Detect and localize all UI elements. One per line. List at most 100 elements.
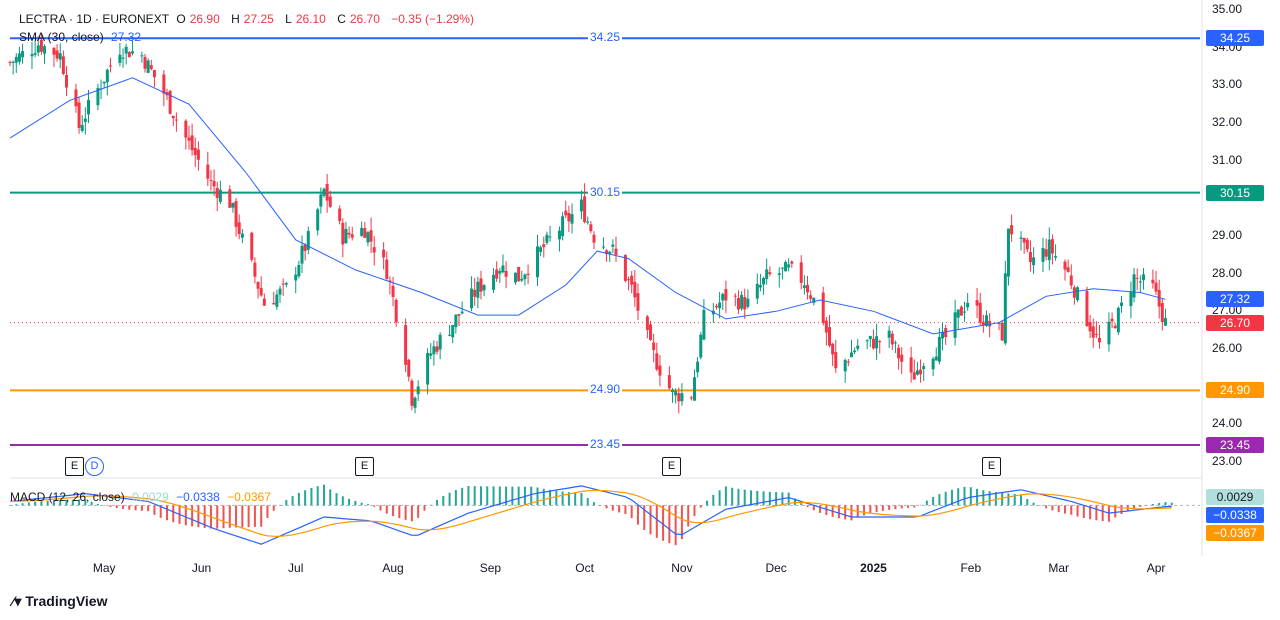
macd-histogram-bar	[461, 487, 464, 506]
macd-histogram-bar	[260, 505, 263, 527]
candle-body	[878, 341, 882, 343]
candle-body	[557, 230, 561, 240]
change-label: −0.35 (−1.29%)	[391, 12, 474, 26]
macd-histogram-bar	[1170, 502, 1173, 506]
candle-body	[174, 119, 178, 121]
candle-body	[240, 233, 244, 238]
macd-line	[9, 485, 1172, 545]
candle-body	[856, 345, 860, 349]
candle-body	[692, 377, 696, 401]
macd-histogram-bar	[1045, 505, 1048, 509]
candle-body	[300, 245, 304, 264]
macd-histogram-bar	[322, 484, 325, 506]
candle-body	[514, 272, 518, 283]
candle-body	[140, 55, 144, 57]
candle-body	[184, 120, 188, 138]
candle-body	[762, 277, 766, 285]
time-tick-label: Aug	[382, 561, 404, 575]
macd-histogram-bar	[561, 491, 564, 506]
macd-histogram-bar	[122, 505, 125, 509]
macd-histogram-bar	[812, 505, 815, 511]
macd-histogram-bar	[247, 505, 250, 528]
candle-body	[799, 262, 803, 283]
macd-histogram-bar	[574, 492, 577, 506]
candle-body	[542, 244, 546, 248]
candle-body	[627, 279, 631, 281]
candle-body	[1069, 275, 1073, 286]
macd-histogram-bar	[982, 490, 985, 506]
earnings-event-icon[interactable]: E	[982, 457, 1001, 476]
candle-body	[768, 272, 772, 275]
candle-body	[17, 53, 21, 62]
macd-histogram-bar	[768, 491, 771, 506]
candle-body	[124, 46, 128, 54]
macd-histogram-bar	[417, 505, 420, 518]
macd-histogram-bar	[134, 505, 137, 511]
candle-body	[253, 262, 257, 277]
macd-histogram-bar	[1158, 502, 1161, 506]
candle-body	[162, 74, 166, 94]
candle-body	[868, 335, 872, 340]
candle-body	[535, 246, 539, 278]
macd-histogram-bar	[448, 492, 451, 506]
macd-histogram-bar	[969, 487, 972, 506]
macd-histogram-bar	[473, 486, 476, 506]
candle-body	[623, 255, 627, 281]
macd-histogram-bar	[963, 486, 966, 506]
candle-body	[338, 208, 342, 222]
macd-histogram-bar	[636, 505, 639, 525]
candle-body	[900, 354, 904, 362]
candle-body	[504, 271, 508, 277]
price-tick-label: 23.00	[1212, 454, 1243, 468]
candle-body	[391, 285, 395, 297]
macd-histogram-bar	[743, 489, 746, 506]
earnings-event-icon[interactable]: E	[65, 457, 84, 476]
candle-body	[52, 47, 56, 55]
macd-histogram-bar	[881, 505, 884, 511]
candle-body	[520, 278, 524, 281]
macd-histogram-bar	[191, 505, 194, 527]
candle-body	[1113, 325, 1117, 329]
candle-body	[344, 229, 348, 244]
macd-histogram-bar	[341, 496, 344, 506]
price-tick-label: 26.00	[1212, 341, 1243, 355]
candle-body	[887, 330, 891, 338]
candle-body	[567, 213, 571, 222]
macd-histogram-bar	[492, 486, 495, 506]
candle-body	[611, 244, 615, 247]
macd-histogram-bar	[1101, 505, 1104, 522]
candle-body	[834, 351, 838, 369]
level-price-label: 23.45	[1206, 437, 1264, 454]
earnings-event-icon[interactable]: E	[355, 457, 374, 476]
candle-body	[1091, 326, 1095, 338]
candle-body	[58, 53, 62, 60]
macd-histogram-bar	[706, 500, 709, 506]
macd-histogram-bar	[567, 492, 570, 506]
candle-body	[806, 284, 810, 293]
macd-histogram-bar	[762, 491, 765, 506]
macd-histogram-bar	[806, 505, 809, 508]
candle-body	[495, 269, 499, 279]
candle-body	[1163, 318, 1167, 326]
candle-body	[658, 365, 662, 376]
candle-body	[143, 56, 147, 69]
macd-histogram-bar	[932, 497, 935, 506]
candle-body	[824, 320, 828, 333]
candle-body	[1022, 237, 1026, 243]
candle-body	[105, 69, 109, 83]
candle-body	[1003, 273, 1007, 344]
candle-body	[1094, 333, 1098, 335]
candle-body	[671, 389, 675, 393]
candle-body	[777, 273, 781, 276]
macd-histogram-bar	[197, 505, 200, 528]
candle-body	[689, 397, 693, 399]
tradingview-logo[interactable]: ⁄▾ TradingView	[12, 593, 107, 610]
macd-histogram-bar	[580, 493, 583, 506]
candle-body	[96, 88, 100, 106]
candle-series	[8, 34, 1167, 414]
macd-histogram-bar	[65, 499, 68, 506]
candle-body	[146, 60, 150, 73]
earnings-event-icon[interactable]: E	[662, 457, 681, 476]
dividend-event-icon[interactable]: D	[85, 457, 104, 476]
